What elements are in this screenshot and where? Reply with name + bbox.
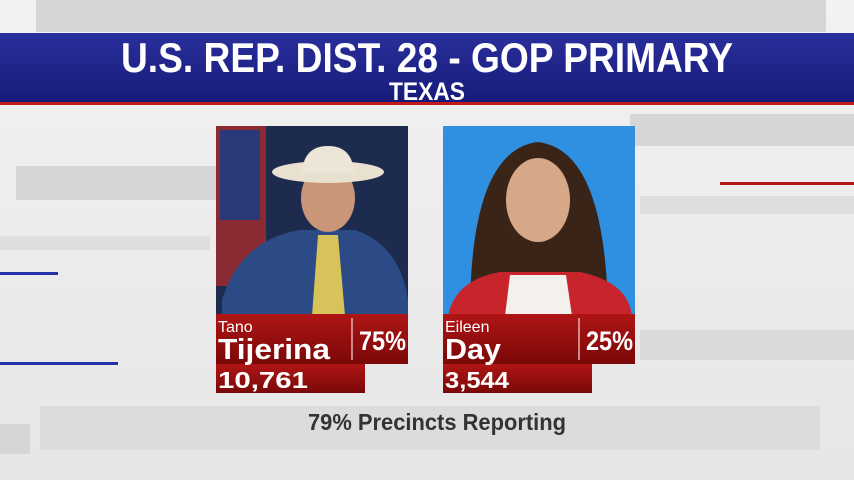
name-plate (443, 314, 635, 364)
votes-plate (216, 364, 365, 393)
first-name: Eileen (445, 319, 489, 336)
last-name: Day (445, 334, 501, 366)
candidate-photo (443, 126, 635, 316)
first-name: Tano (218, 319, 253, 336)
precincts-reporting: 79% Precincts Reporting (308, 409, 566, 435)
candidate-photo (216, 126, 408, 316)
votes: 3,544 (445, 367, 509, 393)
header-rule (0, 102, 854, 105)
percent: 75% (359, 326, 406, 356)
last-name: Tijerina (218, 334, 331, 366)
votes: 10,761 (218, 367, 308, 393)
accent-line (0, 272, 58, 275)
percent: 25% (586, 326, 633, 356)
votes-plate (443, 364, 592, 393)
accent-line (720, 182, 854, 185)
name-plate (216, 314, 408, 364)
title: U.S. REP. DIST. 28 - GOP PRIMARY (121, 34, 733, 81)
subtitle: TEXAS (389, 78, 465, 106)
header-band (0, 33, 854, 103)
accent-line (0, 362, 118, 365)
background-streaks (0, 0, 854, 454)
